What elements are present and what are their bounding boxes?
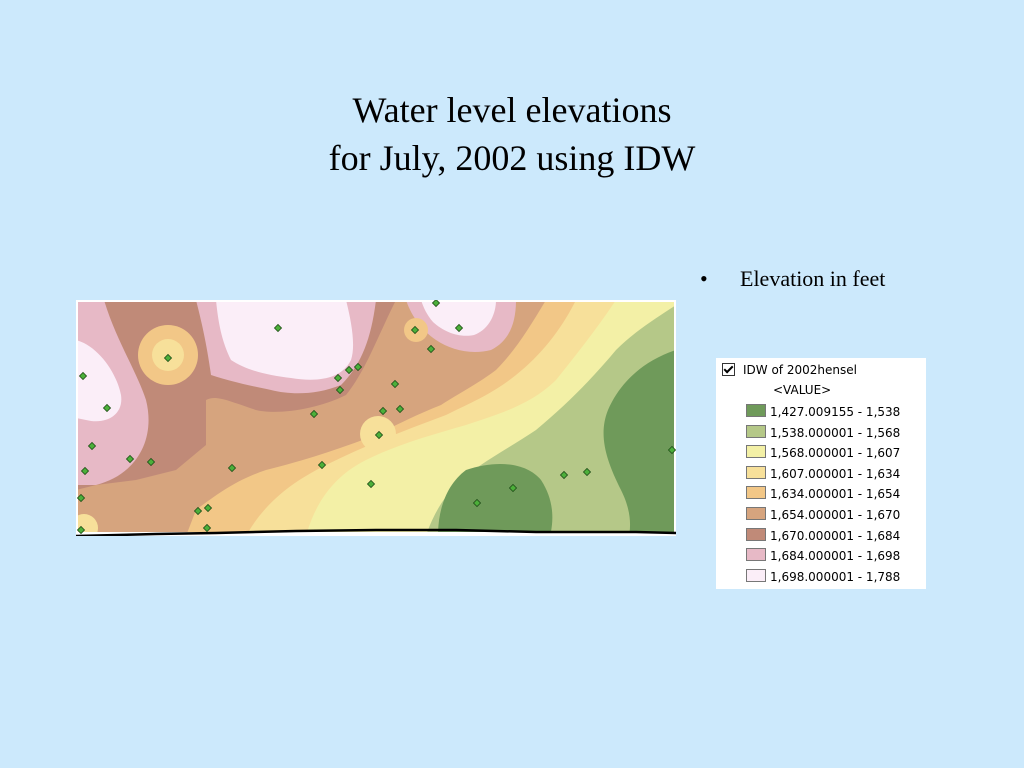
title-line-2: for July, 2002 using IDW	[328, 138, 696, 178]
zone-1698-1788-west	[78, 340, 122, 422]
layer-visibility-checkbox[interactable]	[722, 363, 735, 376]
well-point	[667, 445, 676, 455]
well-point	[395, 404, 405, 414]
legend-class-label: 1,538.000001 - 1,568	[770, 425, 901, 440]
idw-map	[76, 300, 676, 536]
legend-class-row: 1,634.000001 - 1,654	[746, 484, 900, 505]
legend-class-label: 1,607.000001 - 1,634	[770, 466, 901, 481]
well-point	[333, 373, 343, 383]
zone-1427-1538-east	[603, 350, 674, 532]
well-point	[125, 454, 135, 464]
legend-class-row: 1,568.000001 - 1,607	[746, 443, 900, 464]
well-point	[80, 466, 90, 476]
legend-class-row: 1,607.000001 - 1,634	[746, 464, 900, 485]
bullet-text: Elevation in feet	[740, 266, 886, 291]
legend-layer-name: IDW of 2002hensel	[743, 363, 857, 377]
well-point	[203, 503, 213, 513]
well-point	[431, 300, 441, 308]
well-point	[378, 406, 388, 416]
zone-1698-1788-north	[216, 302, 354, 380]
legend-class-row: 1,654.000001 - 1,670	[746, 505, 900, 526]
well-point	[202, 523, 212, 533]
legend-swatch	[746, 506, 766, 520]
well-point	[227, 463, 237, 473]
well-point	[366, 479, 376, 489]
legend-class-label: 1,684.000001 - 1,698	[770, 549, 901, 564]
legend-swatch	[746, 548, 766, 562]
well-point	[317, 460, 327, 470]
well-point	[390, 379, 400, 389]
legend-class-row: 1,684.000001 - 1,698	[746, 546, 900, 567]
legend-swatch	[746, 424, 766, 438]
well-point	[87, 441, 97, 451]
legend-class-label: 1,670.000001 - 1,684	[770, 528, 901, 543]
legend-swatch	[746, 404, 766, 417]
well-point	[146, 457, 156, 467]
well-point	[508, 483, 518, 493]
well-point	[309, 409, 319, 419]
bullet-marker: •	[700, 266, 708, 291]
zone-1698-1788-ne	[421, 302, 496, 336]
map-boundary-line	[76, 528, 676, 536]
well-point	[76, 493, 86, 503]
legend-class-row: 1,698.000001 - 1,788	[746, 567, 900, 588]
well-point	[353, 362, 363, 372]
legend-layer-row[interactable]: IDW of 2002hensel	[722, 362, 857, 378]
well-point	[454, 323, 464, 333]
idw-map-svg	[76, 300, 676, 536]
legend-swatch	[746, 445, 766, 459]
well-point	[76, 525, 86, 535]
legend-class-label: 1,427.009155 - 1,538	[770, 405, 901, 419]
well-point	[273, 323, 283, 333]
legend-swatch	[746, 527, 766, 541]
legend-field-name: <VALUE>	[773, 383, 832, 397]
well-point	[410, 325, 420, 335]
legend-class-label: 1,698.000001 - 1,788	[770, 569, 901, 584]
well-point	[78, 371, 88, 381]
legend-swatch	[746, 465, 766, 479]
well-point	[193, 506, 203, 516]
well-point	[374, 430, 384, 440]
legend-class-row: 1,670.000001 - 1,684	[746, 526, 900, 547]
slide-title: Water level elevations for July, 2002 us…	[0, 86, 1024, 182]
legend-class-label: 1,634.000001 - 1,654	[770, 487, 901, 502]
well-point	[102, 403, 112, 413]
well-point	[559, 470, 569, 480]
well-point	[335, 385, 345, 395]
title-line-1: Water level elevations	[352, 90, 672, 130]
legend-swatch	[746, 486, 766, 500]
well-points	[76, 300, 676, 535]
legend-class-row: 1,538.000001 - 1,568	[746, 423, 900, 444]
legend-swatch	[746, 568, 766, 582]
well-point	[582, 467, 592, 477]
legend-class-row: 1,427.009155 - 1,538	[746, 402, 900, 423]
zone-bullseye-4	[78, 514, 98, 532]
well-point	[472, 498, 482, 508]
legend-class-list: 1,427.009155 - 1,538 1,538.000001 - 1,568…	[746, 402, 900, 587]
legend-class-label: 1,654.000001 - 1,670	[770, 507, 901, 522]
zone-1427-1538-south	[438, 464, 553, 532]
map-legend: IDW of 2002hensel <VALUE> 1,427.009155 -…	[716, 358, 926, 589]
well-point	[344, 365, 354, 375]
legend-class-label: 1,568.000001 - 1,607	[770, 446, 901, 461]
well-point	[426, 344, 436, 354]
bullet-item: • Elevation in feet	[700, 266, 885, 292]
well-point	[163, 353, 173, 363]
